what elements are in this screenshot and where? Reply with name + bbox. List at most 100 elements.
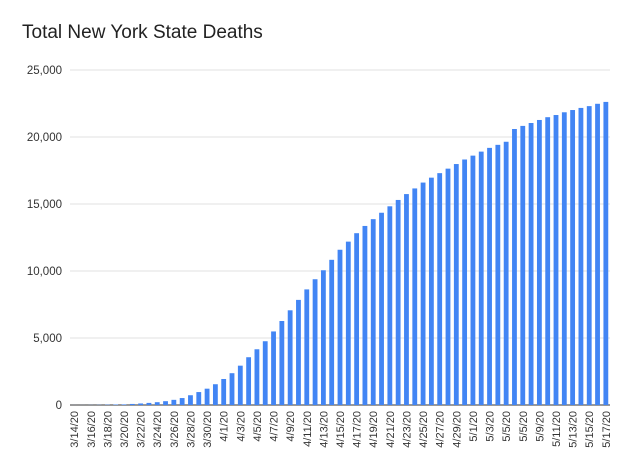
bar xyxy=(478,151,484,405)
bar xyxy=(229,373,235,405)
x-tick-label: 4/17/20 xyxy=(352,411,364,448)
bar xyxy=(545,117,551,405)
x-tick-label: 4/7/20 xyxy=(269,411,281,442)
bar xyxy=(437,173,443,405)
bar xyxy=(121,404,127,405)
x-tick-label: 4/1/20 xyxy=(219,411,231,442)
y-axis-ticks: 0 5,000 10,000 15,000 20,000 25,000 xyxy=(27,65,62,412)
bar xyxy=(345,241,351,405)
x-tick-label: 5/13/20 xyxy=(568,411,580,448)
y-tick-label: 15,000 xyxy=(27,199,62,211)
bar xyxy=(179,398,185,405)
bar xyxy=(561,112,567,405)
bar xyxy=(412,188,418,405)
x-tick-label: 3/28/20 xyxy=(185,411,197,448)
bar xyxy=(536,119,542,405)
bar xyxy=(370,219,376,405)
x-tick-label: 5/17/20 xyxy=(601,411,613,448)
bar xyxy=(254,349,260,405)
bar xyxy=(154,402,160,405)
bar xyxy=(354,233,360,405)
x-tick-label: 4/23/20 xyxy=(401,411,413,448)
bar xyxy=(296,299,301,405)
bar xyxy=(453,164,459,405)
bar xyxy=(138,403,144,405)
bar xyxy=(528,123,534,405)
bar xyxy=(204,388,210,405)
x-tick-label: 5/11/20 xyxy=(551,411,563,447)
y-tick-label: 0 xyxy=(56,400,62,412)
bar xyxy=(603,101,609,405)
x-tick-label: 3/18/20 xyxy=(102,411,114,448)
bar xyxy=(379,212,384,405)
bar xyxy=(404,194,409,405)
x-tick-label: 4/21/20 xyxy=(385,411,397,448)
y-tick-label: 5,000 xyxy=(33,333,62,345)
bar xyxy=(520,125,526,406)
bar xyxy=(237,365,243,405)
bar xyxy=(188,395,193,405)
x-tick-label: 4/13/20 xyxy=(318,411,330,448)
x-tick-label: 4/29/20 xyxy=(451,411,463,448)
x-tick-label: 3/22/20 xyxy=(136,411,148,448)
x-tick-label: 3/16/20 xyxy=(86,411,98,448)
x-tick-label: 5/3/20 xyxy=(485,411,497,442)
bar xyxy=(262,341,268,405)
y-tick-label: 25,000 xyxy=(27,65,62,77)
bar xyxy=(312,279,318,405)
bar xyxy=(304,289,310,405)
bar xyxy=(578,107,584,406)
bar xyxy=(470,155,476,405)
x-tick-label: 5/5/20 xyxy=(501,411,513,442)
bars xyxy=(71,101,609,406)
bar xyxy=(387,206,393,405)
x-tick-label: 4/11/20 xyxy=(302,411,314,447)
x-tick-label: 4/27/20 xyxy=(435,411,447,448)
y-tick-label: 10,000 xyxy=(27,266,62,278)
bar xyxy=(586,106,592,405)
bar xyxy=(212,384,218,405)
bar xyxy=(337,249,343,405)
bar xyxy=(512,129,517,405)
bar xyxy=(420,182,426,405)
bar xyxy=(287,310,293,405)
bar xyxy=(495,144,501,405)
bar xyxy=(246,357,252,405)
bar xyxy=(487,147,492,405)
bar xyxy=(271,331,276,405)
x-tick-label: 3/14/20 xyxy=(69,411,81,448)
bar xyxy=(428,177,434,405)
bar xyxy=(129,403,135,405)
x-tick-label: 4/25/20 xyxy=(418,411,430,448)
x-axis-ticks: 3/14/20 3/16/20 3/18/20 3/20/20 3/22/20 3/24/… xyxy=(69,411,613,448)
bar xyxy=(196,392,202,405)
x-tick-label: 4/5/20 xyxy=(252,411,264,442)
x-tick-label: 4/9/20 xyxy=(285,411,297,442)
bar xyxy=(221,378,227,405)
x-tick-label: 4/15/20 xyxy=(335,411,347,448)
bar xyxy=(329,259,335,405)
x-tick-label: 5/1/20 xyxy=(468,411,480,442)
bar xyxy=(146,402,152,405)
bar xyxy=(503,141,509,405)
x-tick-label: 5/9/20 xyxy=(534,411,546,442)
x-tick-label: 3/20/20 xyxy=(119,411,131,448)
y-tick-label: 20,000 xyxy=(27,132,62,144)
bar xyxy=(279,321,285,405)
x-tick-label: 5/5/20 xyxy=(518,411,530,442)
x-tick-label: 3/30/20 xyxy=(202,411,214,448)
bar xyxy=(445,168,451,405)
bar xyxy=(171,399,177,405)
bar xyxy=(362,225,368,405)
bar xyxy=(570,110,576,405)
x-tick-label: 3/24/20 xyxy=(152,411,164,448)
bar xyxy=(395,199,401,405)
x-tick-label: 4/3/20 xyxy=(235,411,247,442)
bar xyxy=(320,270,326,405)
bar xyxy=(462,159,468,405)
bar xyxy=(163,401,168,405)
bar xyxy=(595,103,600,405)
x-tick-label: 3/26/20 xyxy=(169,411,181,448)
chart-title: Total New York State Deaths xyxy=(22,22,263,43)
